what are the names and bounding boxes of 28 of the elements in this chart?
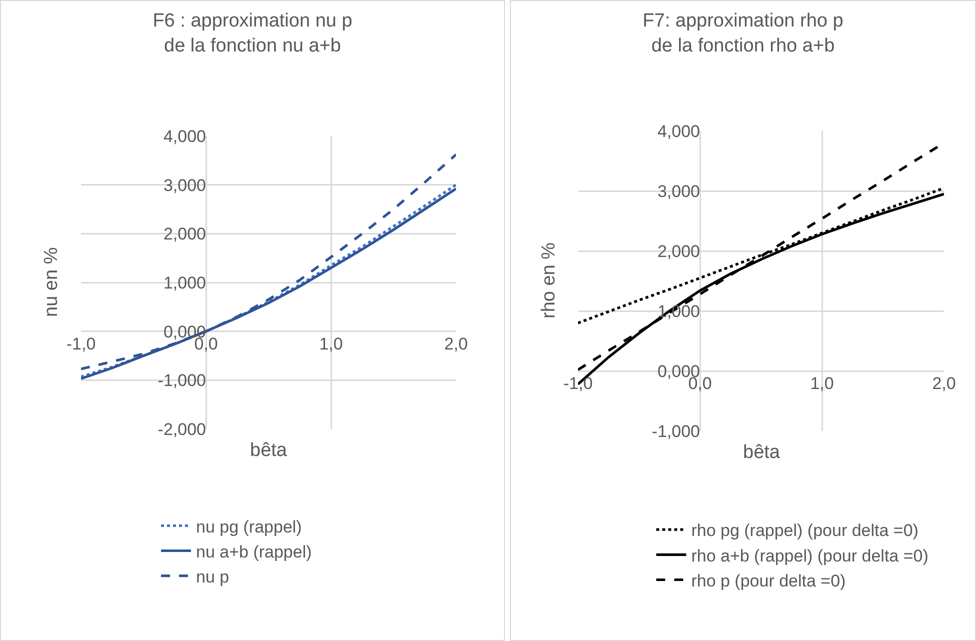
x-axis-title: bêta bbox=[743, 442, 780, 463]
y-tick-label: 4,000 bbox=[657, 122, 700, 141]
chart-title: F7: approximation rho p de la fonction rho a+b bbox=[642, 10, 844, 56]
legend-label: rho pg (rappel) (pour delta =0) bbox=[691, 521, 918, 540]
x-tick-label: 1,0 bbox=[810, 374, 834, 393]
y-axis-title: nu en % bbox=[41, 247, 62, 317]
y-tick-label: 1,000 bbox=[163, 273, 206, 292]
x-tick-label: -1,0 bbox=[66, 334, 96, 354]
x-tick-label: 1,0 bbox=[319, 334, 343, 354]
x-axis-title: bêta bbox=[250, 440, 288, 461]
chart-title: F6 : approximation nu p de la fonction nu a+b bbox=[152, 10, 352, 56]
y-tick-label: 3,000 bbox=[163, 176, 206, 195]
y-tick-label: -2,000 bbox=[158, 420, 206, 439]
legend-label: rho p (pour delta =0) bbox=[691, 571, 846, 590]
legend-label: rho a+b (rappel) (pour delta =0) bbox=[691, 546, 928, 566]
y-tick-label: 2,000 bbox=[163, 224, 206, 244]
y-tick-label: 4,000 bbox=[163, 126, 206, 146]
legend-label: nu pg (rappel) bbox=[196, 517, 302, 536]
x-tick-label: 2,0 bbox=[444, 334, 468, 354]
y-tick-label: 2,000 bbox=[657, 242, 700, 261]
y-tick-label: -1,000 bbox=[158, 371, 206, 390]
y-axis-title: rho en % bbox=[538, 242, 560, 318]
x-tick-label: 2,0 bbox=[932, 374, 956, 393]
legend-label: nu a+b (rappel) bbox=[196, 542, 312, 562]
x-tick-label: -1,0 bbox=[563, 374, 593, 393]
legend-label: nu p bbox=[196, 567, 230, 586]
y-tick-label: 3,000 bbox=[657, 182, 700, 201]
y-tick-label: -1,000 bbox=[652, 422, 700, 441]
